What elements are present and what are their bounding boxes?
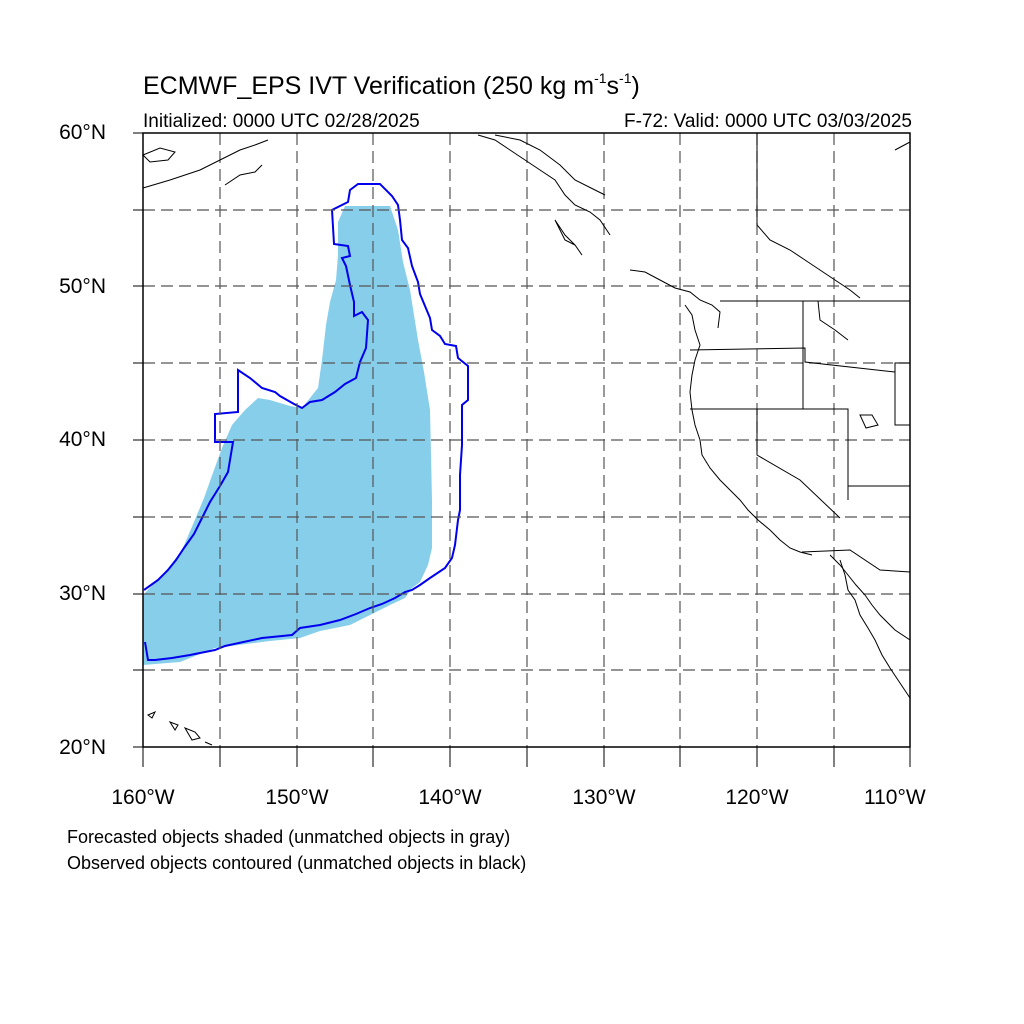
lon-label-130w: 130°W [572, 786, 636, 809]
coastlines [142, 133, 911, 746]
lon-label-160w: 160°W [111, 786, 175, 809]
lat-label-20n: 20°N [59, 736, 106, 759]
lon-label-150w: 150°W [265, 786, 329, 809]
valid-time: F-72: Valid: 0000 UTC 03/03/2025 [624, 111, 912, 132]
observed-contour [143, 183, 469, 661]
legend-forecast-note: Forecasted objects shaded (unmatched obj… [67, 827, 511, 847]
lon-label-140w: 140°W [418, 786, 482, 809]
initialized-time: Initialized: 0000 UTC 02/28/2025 [143, 111, 420, 132]
lon-label-110w: 110°W [864, 786, 926, 809]
lat-ticks [133, 132, 143, 748]
lon-ticks [142, 747, 911, 767]
lat-label-30n: 30°N [59, 582, 106, 605]
map-title: ECMWF_EPS IVT Verification (250 kg m-1s-… [143, 70, 640, 100]
forecast-object [143, 206, 432, 665]
gridlines [143, 133, 910, 747]
lon-label-120w: 120°W [725, 786, 789, 809]
legend-observed-note: Observed objects contoured (unmatched ob… [67, 853, 527, 873]
lat-label-50n: 50°N [59, 275, 106, 298]
lat-label-40n: 40°N [59, 428, 106, 451]
lat-label-60n: 60°N [59, 121, 106, 144]
